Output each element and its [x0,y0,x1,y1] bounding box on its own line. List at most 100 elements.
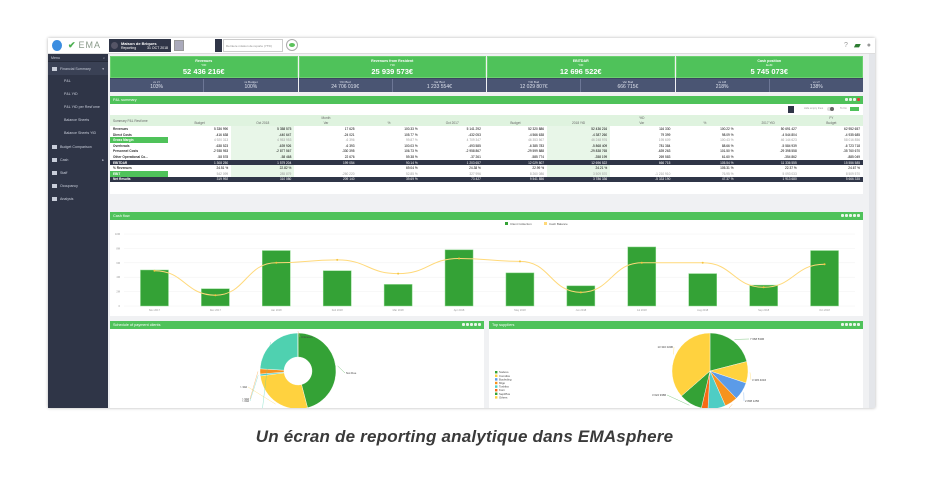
scrollbar[interactable] [869,54,875,408]
sidebar-item-budget-comparison[interactable]: Budget Comparison [48,140,108,153]
svg-text:13 316 023€: 13 316 023€ [657,345,673,349]
table-row: Gross Margin 4 920 313 4 953 953 -6 396 99.8… [110,137,863,143]
export-icon[interactable] [853,323,856,326]
sidebar-item-balance-sheets[interactable]: Balance Sheets [64,118,90,122]
table-row: Other Operational Co... -58 578 -58 468 22 … [113,154,860,160]
download-button[interactable] [215,39,222,52]
save-icon[interactable] [849,98,852,101]
refresh-icon[interactable] [841,323,844,326]
expand-icon[interactable] [857,323,860,326]
expand-icon[interactable] [857,214,860,217]
table-row: EBIT 542 099 285 879 -260 220 52.85 % 327 996… [110,170,863,177]
column-header[interactable]: % [673,120,737,127]
cash-flow-panel: Cash flow Client Collection Cash Balance 0… [110,212,863,316]
svg-text:Sep 2018: Sep 2018 [758,308,770,312]
print-icon[interactable] [849,214,852,217]
export-icon[interactable] [857,98,860,101]
svg-text:Cash Balance: Cash Balance [549,222,568,226]
refresh-icon[interactable] [845,98,848,101]
kpi-revenues-resident: Revenues from Resident YtD 25 939 573€ YtD… [298,56,486,94]
refresh-icon[interactable] [841,214,844,217]
column-header[interactable]: Oct 2018 [231,120,295,127]
pnl-summary-panel: P&L summary Hide empty lines To Do Summa… [110,96,863,194]
home-icon[interactable] [52,40,62,51]
svg-text:Nov 2017: Nov 2017 [149,308,161,312]
svg-text:> 60d: > 60d [242,399,250,403]
save-icon[interactable] [845,214,848,217]
svg-text:> 90d: > 90d [242,397,250,401]
cash-icon [52,157,57,162]
print-icon[interactable] [849,323,852,326]
sidebar-item-analysis[interactable]: Analysis [48,192,108,205]
svg-text:0: 0 [119,304,121,308]
top-bar: ✔ EMA Maison de Briques Reporting 31 OCT … [48,38,875,54]
column-header[interactable]: Budget [168,120,232,127]
sidebar-item-pl-ytd-restome[interactable]: P&L YtD per Rest'ome [64,105,100,109]
kpi-revenues: Revenues YtD 52 436 216€ vs LY 103% vs Budge… [110,56,298,94]
svg-text:> 30d: > 30d [240,385,248,389]
sidebar-item-occupancy[interactable]: Occupancy [48,179,108,192]
hide-empty-toggle[interactable] [827,107,834,111]
column-header[interactable]: Oct 2017 [420,120,484,127]
svg-text:Others: Others [499,395,508,399]
calendar-icon[interactable] [174,40,184,51]
svg-text:May 2018: May 2018 [514,308,526,312]
export-icon[interactable] [853,214,856,217]
sidebar-item-pl[interactable]: P&L [64,79,71,83]
svg-text:SepiPlus: SepiPlus [499,392,511,396]
svg-text:Migo: Migo [499,381,506,385]
todo-toggle[interactable] [850,107,859,111]
expand-icon[interactable] [478,323,481,326]
svg-text:Unknown: Unknown [301,335,313,339]
todo-label: To Do [840,107,847,110]
column-header[interactable]: Var [294,120,358,127]
company-name: Maison de Briques [121,41,157,46]
column-header[interactable]: 2017 YtD [736,120,800,127]
report-search-input[interactable]: Derniere mission de reporte (YTD) [223,39,283,52]
sidebar-item-balance-sheets-ytd[interactable]: Balance Sheets YtD [64,131,97,135]
sidebar-item-financial-summary[interactable]: Financial Summary ▾ [48,62,108,75]
svg-text:Feb 2018: Feb 2018 [332,308,344,312]
top-suppliers-panel: Top suppliers 7 668 530€ 3 345 401€ 2 808 … [489,321,863,408]
user-avatar-icon[interactable]: ● [866,42,871,49]
export-icon[interactable] [474,323,477,326]
question-icon[interactable]: ? [843,42,848,49]
column-header[interactable]: Budget [483,120,548,127]
top-suppliers-pie-chart: 7 668 530€3 345 401€2 808 125€2 027 200€… [495,332,766,408]
svg-text:10M: 10M [115,232,120,236]
svg-text:Dec 2017: Dec 2017 [210,308,222,312]
menu-label: Menu [51,56,60,60]
svg-text:Not Due: Not Due [346,371,357,375]
column-header[interactable]: Budget [799,120,863,127]
column-header[interactable]: % [357,120,421,127]
budget-icon [52,144,57,149]
refresh-button[interactable] [286,39,298,51]
save-icon[interactable] [845,323,848,326]
sidebar-item-pl-ytd[interactable]: P&L YtD [64,92,78,96]
save-icon[interactable] [466,323,469,326]
svg-text:6M: 6M [116,261,120,265]
print-icon[interactable] [470,323,473,326]
print-icon[interactable] [853,98,856,101]
sidebar-item-staff[interactable]: Staff [48,166,108,179]
filter-button[interactable] [788,106,794,113]
company-selector[interactable]: Maison de Briques Reporting 31 OCT 2018 [109,39,171,52]
column-header[interactable]: 2018 YtD [547,120,611,127]
kpi-ebitdar: EBITDAR YtD 12 696 522€ YtD Bud 12 029 807€… [487,56,675,94]
refresh-icon[interactable] [462,323,465,326]
table-row: % Revenues 24.51 % 22.82 % 69.04 % 24.38 % 22… [113,165,860,171]
svg-text:2M: 2M [116,290,120,294]
svg-text:Bouleding: Bouleding [499,377,512,381]
svg-text:7 668 530€: 7 668 530€ [750,337,764,341]
staff-icon [52,170,57,175]
logo: ✔ EMA [68,40,102,50]
column-header[interactable]: Var [610,120,674,127]
app-switch-icon[interactable]: ▰ [853,40,861,50]
table-row: Revenues 5 336 990 5 358 575 17 625 100.33 %… [113,126,860,132]
svg-text:Mar 2018: Mar 2018 [393,308,405,312]
svg-text:Toshiba: Toshiba [499,385,509,389]
sidebar-item-cash[interactable]: Cash ▸ [48,153,108,166]
svg-text:Oct 2018: Oct 2018 [819,308,830,312]
search-icon[interactable]: ⌕ [102,56,105,60]
